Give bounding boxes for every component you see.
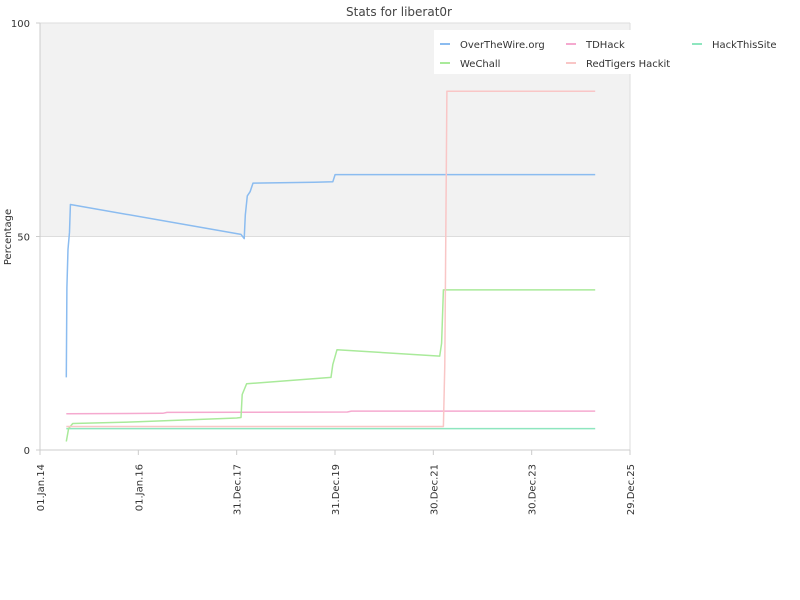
legend-background	[434, 30, 634, 74]
y-tick-label: 100	[11, 19, 30, 30]
y-axis-label: Percentage	[3, 209, 14, 265]
x-tick-label: 30.Dec.21	[429, 464, 440, 515]
legend-label: HackThisSite	[712, 40, 777, 51]
series-lines	[65, 90, 596, 442]
x-tick-label: 31.Dec.19	[331, 464, 342, 515]
x-tick-label: 31.Dec.17	[233, 464, 244, 515]
series-line	[65, 173, 596, 378]
x-tick-label: 01.Jan.14	[36, 464, 47, 511]
x-tick-label: 30.Dec.23	[528, 464, 539, 515]
legend-label: TDHack	[585, 40, 625, 51]
y-tick-label: 0	[24, 446, 30, 457]
legend-label: WeChall	[460, 59, 500, 70]
chart-title: Stats for liberat0r	[346, 5, 452, 19]
legend: OverTheWire.org TDHack HackThisSite WeChall…	[434, 30, 777, 74]
series-line	[66, 90, 596, 428]
y-tick-label: 50	[17, 233, 30, 244]
series-line	[65, 289, 596, 442]
x-tick-label: 01.Jan.16	[134, 464, 145, 511]
legend-label: OverTheWire.org	[460, 40, 545, 51]
series-line	[66, 410, 596, 415]
legend-label: RedTigers Hackit	[586, 59, 670, 70]
x-tick-label: 29.Dec.25	[626, 464, 637, 515]
